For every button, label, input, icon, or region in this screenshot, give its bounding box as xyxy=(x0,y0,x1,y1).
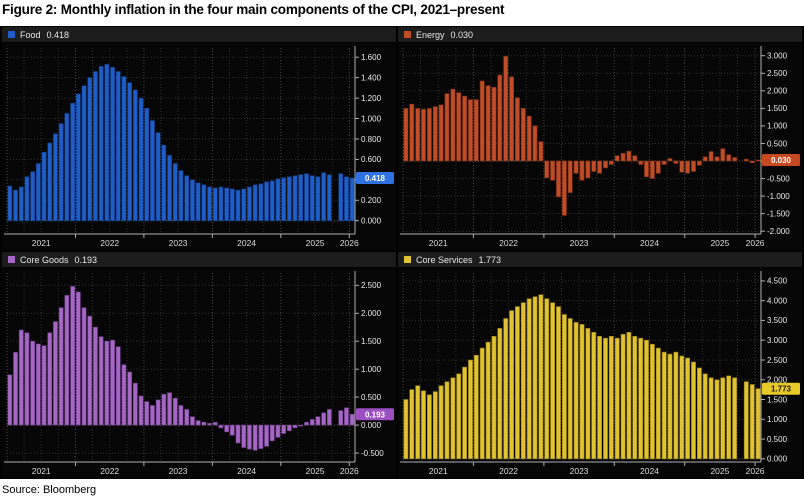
svg-text:0.500: 0.500 xyxy=(767,139,788,148)
svg-text:2025: 2025 xyxy=(710,238,729,248)
svg-text:2024: 2024 xyxy=(237,238,256,248)
svg-text:2022: 2022 xyxy=(499,466,518,476)
food-bar-chart: 0.000 0.200 0.600 0.800 1.000 1.200 1.400 1.600… xyxy=(4,46,394,248)
svg-text:2.000: 2.000 xyxy=(767,87,788,96)
food-legend-value: 0.418 xyxy=(46,29,70,40)
svg-text:1.200: 1.200 xyxy=(361,94,382,103)
svg-text:2024: 2024 xyxy=(640,466,659,476)
svg-text:-0.500: -0.500 xyxy=(767,174,790,183)
svg-text:2021: 2021 xyxy=(429,466,448,476)
svg-text:0.030: 0.030 xyxy=(771,156,792,165)
svg-text:3.500: 3.500 xyxy=(767,316,788,325)
core-goods-legend: Core Goods 0.193 xyxy=(2,252,396,268)
svg-text:2023: 2023 xyxy=(169,466,188,476)
core-services-legend-value: 1.773 xyxy=(478,254,502,265)
svg-text:-1.500: -1.500 xyxy=(767,209,790,218)
svg-text:2023: 2023 xyxy=(169,238,188,248)
svg-text:2.000: 2.000 xyxy=(767,376,788,385)
energy-legend: Energy 0.030 xyxy=(398,27,802,43)
core-goods-legend-value: 0.193 xyxy=(74,254,98,265)
food-legend-swatch-icon xyxy=(8,31,15,38)
svg-text:0.800: 0.800 xyxy=(361,135,382,144)
svg-text:4.500: 4.500 xyxy=(767,277,788,286)
core-goods-legend-label: Core Goods xyxy=(20,254,69,265)
svg-text:2.500: 2.500 xyxy=(767,356,788,365)
svg-text:1.600: 1.600 xyxy=(361,53,382,62)
svg-text:2023: 2023 xyxy=(570,466,589,476)
core-services-legend-swatch-icon xyxy=(404,256,411,263)
chart-panel-core-services: Core Services 1.773 0.000 0.500 1.000 1.500… xyxy=(398,252,802,478)
figure-title: Figure 2: Monthly inflation in the four … xyxy=(2,2,505,17)
svg-text:2023: 2023 xyxy=(570,238,589,248)
svg-text:-2.000: -2.000 xyxy=(767,227,790,236)
svg-text:2026: 2026 xyxy=(340,466,359,476)
svg-text:1.773: 1.773 xyxy=(771,385,792,394)
svg-text:2.500: 2.500 xyxy=(361,281,382,290)
chart-panel-energy: Energy 0.030 -2.000 -1.500 -1.000 -0.500 0.5… xyxy=(398,27,802,250)
food-legend-label: Food xyxy=(20,29,41,40)
svg-text:2026: 2026 xyxy=(340,238,359,248)
svg-text:2022: 2022 xyxy=(100,238,119,248)
svg-text:0.418: 0.418 xyxy=(365,174,386,183)
svg-text:2022: 2022 xyxy=(100,466,119,476)
svg-text:2024: 2024 xyxy=(640,238,659,248)
chart-panel-food: Food 0.418 0.000 0.200 0.600 0.800 1.000 1.20… xyxy=(2,27,396,250)
svg-text:0.000: 0.000 xyxy=(361,217,382,226)
svg-text:0.200: 0.200 xyxy=(361,196,382,205)
svg-text:1.500: 1.500 xyxy=(361,337,382,346)
svg-text:0.000: 0.000 xyxy=(767,455,788,464)
svg-text:-1.000: -1.000 xyxy=(767,192,790,201)
source-caption: Source: Bloomberg xyxy=(2,484,97,496)
svg-text:0.500: 0.500 xyxy=(361,393,382,402)
core-services-bar-chart: 0.000 0.500 1.000 1.500 2.000 2.500 3.000 3.500… xyxy=(400,271,800,476)
svg-text:1.000: 1.000 xyxy=(767,415,788,424)
svg-text:0.193: 0.193 xyxy=(365,410,386,419)
svg-text:0.600: 0.600 xyxy=(361,155,382,164)
charts-grid: Food 0.418 0.000 0.200 0.600 0.800 1.000 1.20… xyxy=(0,26,804,479)
svg-text:2022: 2022 xyxy=(499,238,518,248)
svg-text:1.000: 1.000 xyxy=(361,365,382,374)
core-services-legend-label: Core Services xyxy=(416,254,473,265)
svg-text:2.000: 2.000 xyxy=(361,309,382,318)
svg-text:3.000: 3.000 xyxy=(767,336,788,345)
svg-text:-0.500: -0.500 xyxy=(361,449,384,458)
svg-text:1.000: 1.000 xyxy=(767,122,788,131)
energy-legend-swatch-icon xyxy=(404,31,411,38)
energy-legend-label: Energy xyxy=(416,29,445,40)
energy-bar-chart: -2.000 -1.500 -1.000 -0.500 0.500 1.000 1.500 2… xyxy=(400,46,800,248)
svg-text:1.500: 1.500 xyxy=(767,104,788,113)
svg-text:2026: 2026 xyxy=(746,238,765,248)
svg-text:0.500: 0.500 xyxy=(767,435,788,444)
chart-panel-core-goods: Core Goods 0.193 -0.500 0.000 0.500 1.000 1.… xyxy=(2,252,396,478)
svg-text:2025: 2025 xyxy=(306,238,325,248)
svg-text:3.000: 3.000 xyxy=(767,52,788,61)
svg-text:2021: 2021 xyxy=(429,238,448,248)
food-legend: Food 0.418 xyxy=(2,27,396,43)
svg-text:2024: 2024 xyxy=(237,466,256,476)
svg-text:2026: 2026 xyxy=(746,466,765,476)
svg-text:2025: 2025 xyxy=(710,466,729,476)
svg-text:2021: 2021 xyxy=(32,238,51,248)
svg-text:4.000: 4.000 xyxy=(767,297,788,306)
svg-text:0.000: 0.000 xyxy=(361,421,382,430)
svg-text:2025: 2025 xyxy=(306,466,325,476)
svg-text:1.500: 1.500 xyxy=(767,395,788,404)
svg-text:1.000: 1.000 xyxy=(361,114,382,123)
svg-text:1.400: 1.400 xyxy=(361,73,382,82)
energy-legend-value: 0.030 xyxy=(450,29,474,40)
core-goods-legend-swatch-icon xyxy=(8,256,15,263)
svg-text:2021: 2021 xyxy=(32,466,51,476)
core-services-legend: Core Services 1.773 xyxy=(398,252,802,268)
svg-text:2.500: 2.500 xyxy=(767,69,788,78)
core-goods-bar-chart: -0.500 0.000 0.500 1.000 1.500 2.000 2.500 2021… xyxy=(4,271,394,476)
